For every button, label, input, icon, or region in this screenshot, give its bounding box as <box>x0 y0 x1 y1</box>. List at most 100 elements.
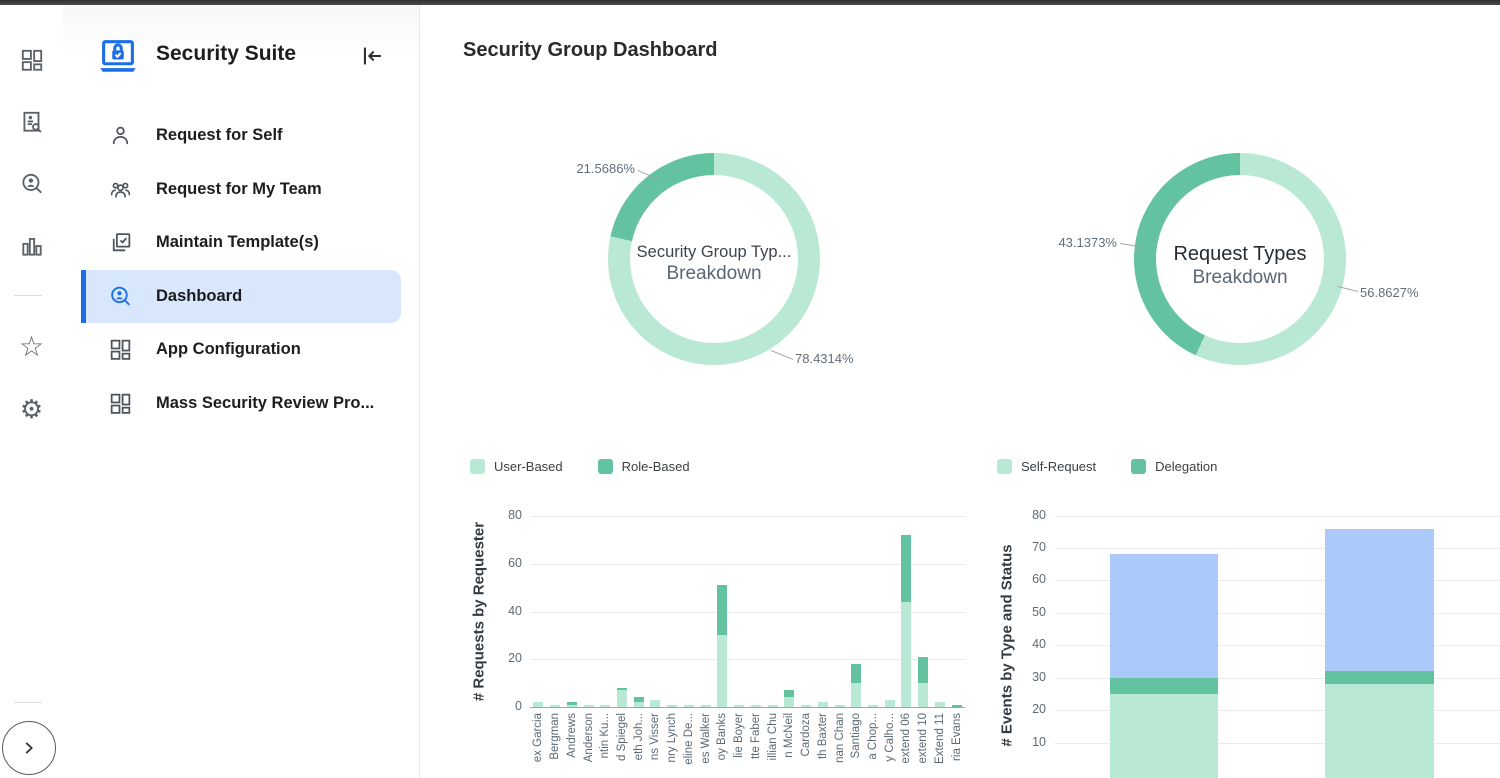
bar-segment <box>650 699 661 707</box>
y-tick-label: 70 <box>1032 539 1046 554</box>
bar-segment <box>683 704 694 707</box>
expand-panel-button[interactable] <box>2 721 56 775</box>
legend-item-self-request[interactable]: Self-Request <box>997 459 1096 474</box>
legend-item-user-based[interactable]: User-Based <box>470 459 563 474</box>
bar-segment <box>851 664 862 684</box>
bar-segment <box>734 704 745 707</box>
gridline <box>530 516 965 517</box>
x-tick-label: lie Boyer <box>733 713 746 758</box>
x-axis-labels: ex Garcia Bergman Andrews Anderson ntin Ku..… <box>530 708 965 778</box>
window-top-bar <box>0 0 1500 5</box>
slice-label: 21.5686% <box>576 161 635 176</box>
legend-item-role-based[interactable]: Role-Based <box>597 459 690 474</box>
collapse-sidebar-icon[interactable] <box>359 43 385 69</box>
x-tick-label: Cardoza <box>800 713 813 757</box>
y-tick-label: 40 <box>508 603 522 618</box>
gridline <box>1055 516 1500 517</box>
bar-segment <box>851 683 862 707</box>
search-person-icon[interactable] <box>15 167 49 201</box>
settings-gear-icon[interactable]: ⚙ <box>19 394 44 424</box>
donut-center-text: Security Group Typ... Breakdown <box>599 243 829 285</box>
x-tick-label: ns Visser <box>649 713 662 761</box>
sidebar-nav: Request for Self Request for My Team Maint… <box>63 109 419 430</box>
icon-rail: ☆ ⚙ <box>0 5 64 778</box>
dashboard-grid-icon[interactable] <box>15 43 49 77</box>
star-favorites-icon[interactable]: ☆ <box>18 331 45 362</box>
x-tick-label: Santiago <box>850 713 863 759</box>
gridline <box>530 563 965 565</box>
bar-segment <box>951 704 962 707</box>
x-tick-label: eline De... <box>682 713 695 765</box>
y-tick-label: 0 <box>515 699 522 713</box>
bar-segment <box>1110 554 1218 678</box>
request-types-donut-chart <box>1134 153 1346 365</box>
sidebar-item-request-for-my-team[interactable]: Request for My Team <box>63 163 419 217</box>
sidebar-item-app-configuration[interactable]: App Configuration <box>63 323 419 377</box>
bar-segment <box>583 704 594 707</box>
donut-center-text: Request Types Breakdown <box>1125 243 1355 289</box>
slice-label: 78.4314% <box>795 351 854 366</box>
sidebar-item-dashboard[interactable]: Dashboard <box>81 269 401 323</box>
sidebar-item-label: Request for My Team <box>156 179 322 198</box>
sidebar-item-label: App Configuration <box>156 340 301 359</box>
y-tick-label: 10 <box>1032 734 1046 749</box>
bar-segment <box>600 704 611 707</box>
grid-icon <box>107 337 133 363</box>
sidebar-item-maintain-template-s[interactable]: Maintain Template(s) <box>63 216 419 270</box>
sidebar-item-mass-security-review-pro[interactable]: Mass Security Review Pro... <box>63 377 419 431</box>
bar-segment <box>784 697 795 707</box>
x-tick-label: y Calho... <box>883 713 896 762</box>
bar-segment <box>633 697 644 703</box>
legend-label: Delegation <box>1155 459 1218 474</box>
x-tick-label: tte Faber <box>749 713 762 760</box>
audit-search-icon[interactable] <box>15 105 49 139</box>
label-leader-line <box>770 350 794 360</box>
gridline <box>530 707 965 708</box>
y-tick-label: 30 <box>1032 669 1046 684</box>
y-tick-label: 20 <box>508 651 522 666</box>
bar-segment <box>918 656 929 684</box>
bar-segment <box>1110 693 1218 778</box>
bar-chart-icon[interactable] <box>15 229 49 263</box>
gridline <box>530 659 965 661</box>
x-tick-label: oy Banks <box>716 713 729 761</box>
bar-segment <box>750 704 761 707</box>
bar-segment <box>934 702 945 707</box>
x-tick-label: extend 10 <box>917 713 930 764</box>
y-tick-label: 80 <box>1032 507 1046 522</box>
gridline <box>1055 710 1500 712</box>
x-tick-label: th Baxter <box>816 713 829 760</box>
rail-divider <box>14 702 42 703</box>
person-icon <box>107 123 133 149</box>
bar-segment <box>667 704 678 707</box>
x-tick-label: a Chop... <box>866 713 879 760</box>
x-tick-label: ntin Ku... <box>599 713 612 759</box>
y-tick-label: 60 <box>1032 572 1046 587</box>
x-tick-label: illian Chu <box>766 713 779 761</box>
gridline <box>1055 742 1500 744</box>
bar-segment <box>566 702 577 705</box>
legend-swatch <box>470 459 485 474</box>
gridline <box>530 611 965 613</box>
bar-segment <box>533 702 544 707</box>
group-icon <box>107 176 133 202</box>
events-by-type-chart <box>1055 516 1500 778</box>
main-content: Security Group Dashboard Security Group … <box>419 5 1500 778</box>
sidebar: Security Suite Request for Self Request f… <box>63 5 420 778</box>
y-tick-label: 40 <box>1032 637 1046 652</box>
legend-label: User-Based <box>494 459 563 474</box>
legend-item-delegation[interactable]: Delegation <box>1131 459 1217 474</box>
bar-segment <box>1325 528 1434 672</box>
sidebar-item-request-for-self[interactable]: Request for Self <box>63 109 419 163</box>
gridline <box>1055 677 1500 679</box>
x-tick-label: extend 06 <box>900 713 913 764</box>
donut-title: Security Group Typ... <box>636 243 792 261</box>
grid-icon <box>107 390 133 416</box>
y-tick-label: 60 <box>508 555 522 570</box>
legend-swatch <box>997 459 1012 474</box>
bar-segment <box>767 704 778 707</box>
bar-segment <box>884 699 895 707</box>
sidebar-item-label: Maintain Template(s) <box>156 233 319 252</box>
x-tick-label: nan Chan <box>833 713 846 763</box>
requests-chart-legend: User-Based Role-Based <box>470 459 716 474</box>
